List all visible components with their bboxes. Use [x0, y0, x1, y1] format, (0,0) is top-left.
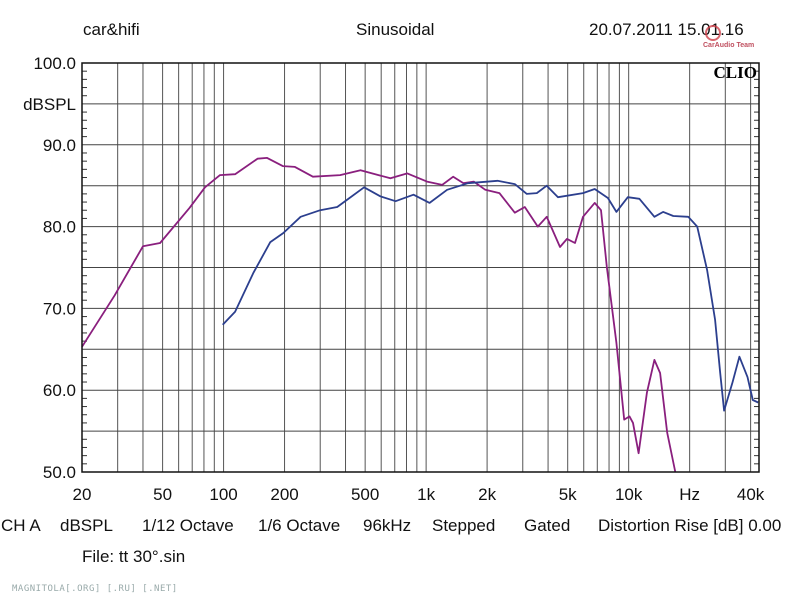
x-tick-label: 50: [153, 485, 172, 504]
header-timestamp: 20.07.2011 15.01.16: [589, 20, 744, 39]
x-tick-label: 40k: [737, 485, 765, 504]
x-tick-label: 500: [351, 485, 379, 504]
footer-mode: Stepped: [432, 516, 496, 535]
x-tick-label: 200: [270, 485, 298, 504]
x-tick-label: 5k: [559, 485, 577, 504]
clio-logo: CLIO: [714, 63, 757, 82]
caraudio-logo: CarAudio Team: [693, 18, 755, 49]
watermark: MAGNITOLA[.ORG] [.RU] [.NET]: [12, 584, 178, 594]
footer-smoothing-2: 1/6 Octave: [258, 516, 341, 535]
plot-frame: [81, 62, 760, 473]
x-tick-label: 1k: [417, 485, 435, 504]
x-tick-label: 2k: [478, 485, 496, 504]
y-tick-label: 80.0: [43, 218, 76, 237]
y-tick-label: 60.0: [43, 381, 76, 400]
grid: [82, 63, 759, 472]
x-tick-label: 20: [73, 485, 92, 504]
footer-rate: 96kHz: [363, 516, 412, 535]
curves: [81, 157, 759, 473]
svg-text:CarAudio Team: CarAudio Team: [703, 42, 754, 48]
footer-distortion: Distortion Rise [dB] 0.00: [598, 516, 782, 535]
header-left: car&hifi: [83, 20, 140, 39]
header-title: Sinusoidal: [356, 20, 435, 39]
series-line-magenta: [81, 157, 677, 473]
y-tick-label: 90.0: [43, 136, 76, 155]
y-tick-label: 50.0: [43, 463, 76, 482]
x-tick-label: Hz: [679, 485, 700, 504]
y-tick-label: 100.0: [33, 54, 76, 73]
x-tick-label: 10k: [615, 485, 643, 504]
footer-smoothing-1: 1/12 Octave: [142, 516, 234, 535]
footer-gate: Gated: [524, 516, 571, 535]
series-line-blue: [222, 179, 759, 412]
y-tick-label: 70.0: [43, 299, 76, 318]
footer-file: File: tt 30°.sin: [82, 547, 186, 566]
x-tick-label: 100: [209, 485, 237, 504]
footer-unit: dBSPL: [60, 516, 113, 535]
footer-channel: CH A: [1, 516, 41, 535]
y-axis-label: dBSPL: [23, 95, 76, 114]
